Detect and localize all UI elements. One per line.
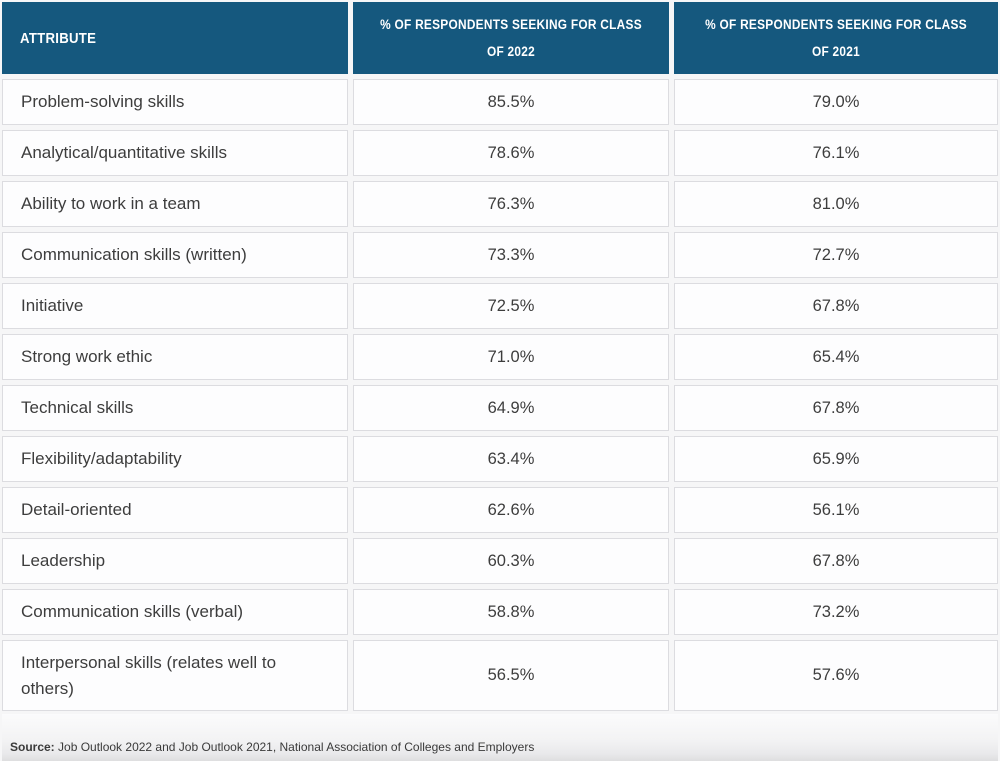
pct-2021-cell: 81.0% [674,181,998,227]
header-pct-2022: % OF RESPONDENTS SEEKING FOR CLASS OF 20… [353,2,669,74]
table-row: Communication skills (verbal) 58.8% 73.2… [2,589,998,635]
attributes-table: ATTRIBUTE % OF RESPONDENTS SEEKING FOR C… [2,2,998,711]
pct-2021-cell: 76.1% [674,130,998,176]
header-attribute: ATTRIBUTE [2,2,348,74]
pct-2022-cell: 85.5% [353,79,669,125]
pct-2021-cell: 67.8% [674,538,998,584]
pct-2022-cell: 64.9% [353,385,669,431]
table-row: Analytical/quantitative skills 78.6% 76.… [2,130,998,176]
table-row: Strong work ethic 71.0% 65.4% [2,334,998,380]
pct-2021-cell: 65.4% [674,334,998,380]
table-row: Flexibility/adaptability 63.4% 65.9% [2,436,998,482]
table-row: Leadership 60.3% 67.8% [2,538,998,584]
pct-2022-cell: 76.3% [353,181,669,227]
pct-2021-cell: 73.2% [674,589,998,635]
attribute-cell: Strong work ethic [2,334,348,380]
pct-2022-cell: 56.5% [353,640,669,711]
attribute-cell: Interpersonal skills (relates well to ot… [2,640,348,711]
pct-2021-cell: 67.8% [674,385,998,431]
pct-2022-cell: 78.6% [353,130,669,176]
table-header-row: ATTRIBUTE % OF RESPONDENTS SEEKING FOR C… [2,2,998,74]
table-body: Problem-solving skills 85.5% 79.0% Analy… [2,79,998,711]
attribute-cell: Communication skills (verbal) [2,589,348,635]
pct-2021-cell: 79.0% [674,79,998,125]
header-pct-2021-label: % OF RESPONDENTS SEEKING FOR CLASS OF 20… [705,17,967,59]
attribute-cell: Technical skills [2,385,348,431]
pct-2022-cell: 60.3% [353,538,669,584]
pct-2022-cell: 71.0% [353,334,669,380]
pct-2022-cell: 58.8% [353,589,669,635]
table-row: Problem-solving skills 85.5% 79.0% [2,79,998,125]
source-note: Source: Job Outlook 2022 and Job Outlook… [2,714,998,761]
attribute-cell: Analytical/quantitative skills [2,130,348,176]
attribute-cell: Ability to work in a team [2,181,348,227]
source-label: Source: [10,740,55,754]
table-row: Initiative 72.5% 67.8% [2,283,998,329]
pct-2021-cell: 65.9% [674,436,998,482]
attribute-cell: Leadership [2,538,348,584]
header-pct-2021: % OF RESPONDENTS SEEKING FOR CLASS OF 20… [674,2,998,74]
pct-2021-cell: 67.8% [674,283,998,329]
pct-2021-cell: 57.6% [674,640,998,711]
attribute-cell: Communication skills (written) [2,232,348,278]
attribute-cell: Flexibility/adaptability [2,436,348,482]
source-body: Job Outlook 2022 and Job Outlook 2021, N… [54,740,535,754]
attribute-cell: Problem-solving skills [2,79,348,125]
pct-2021-cell: 72.7% [674,232,998,278]
table-row: Detail-oriented 62.6% 56.1% [2,487,998,533]
table-row: Communication skills (written) 73.3% 72.… [2,232,998,278]
pct-2022-cell: 72.5% [353,283,669,329]
pct-2022-cell: 62.6% [353,487,669,533]
attribute-cell: Initiative [2,283,348,329]
table-row: Technical skills 64.9% 67.8% [2,385,998,431]
source-text: Source: Job Outlook 2022 and Job Outlook… [10,740,998,754]
pct-2022-cell: 63.4% [353,436,669,482]
attribute-cell: Detail-oriented [2,487,348,533]
table-row: Ability to work in a team 76.3% 81.0% [2,181,998,227]
header-pct-2022-label: % OF RESPONDENTS SEEKING FOR CLASS OF 20… [380,17,642,59]
table-row: Interpersonal skills (relates well to ot… [2,640,998,711]
pct-2022-cell: 73.3% [353,232,669,278]
header-attribute-label: ATTRIBUTE [20,29,97,47]
pct-2021-cell: 56.1% [674,487,998,533]
